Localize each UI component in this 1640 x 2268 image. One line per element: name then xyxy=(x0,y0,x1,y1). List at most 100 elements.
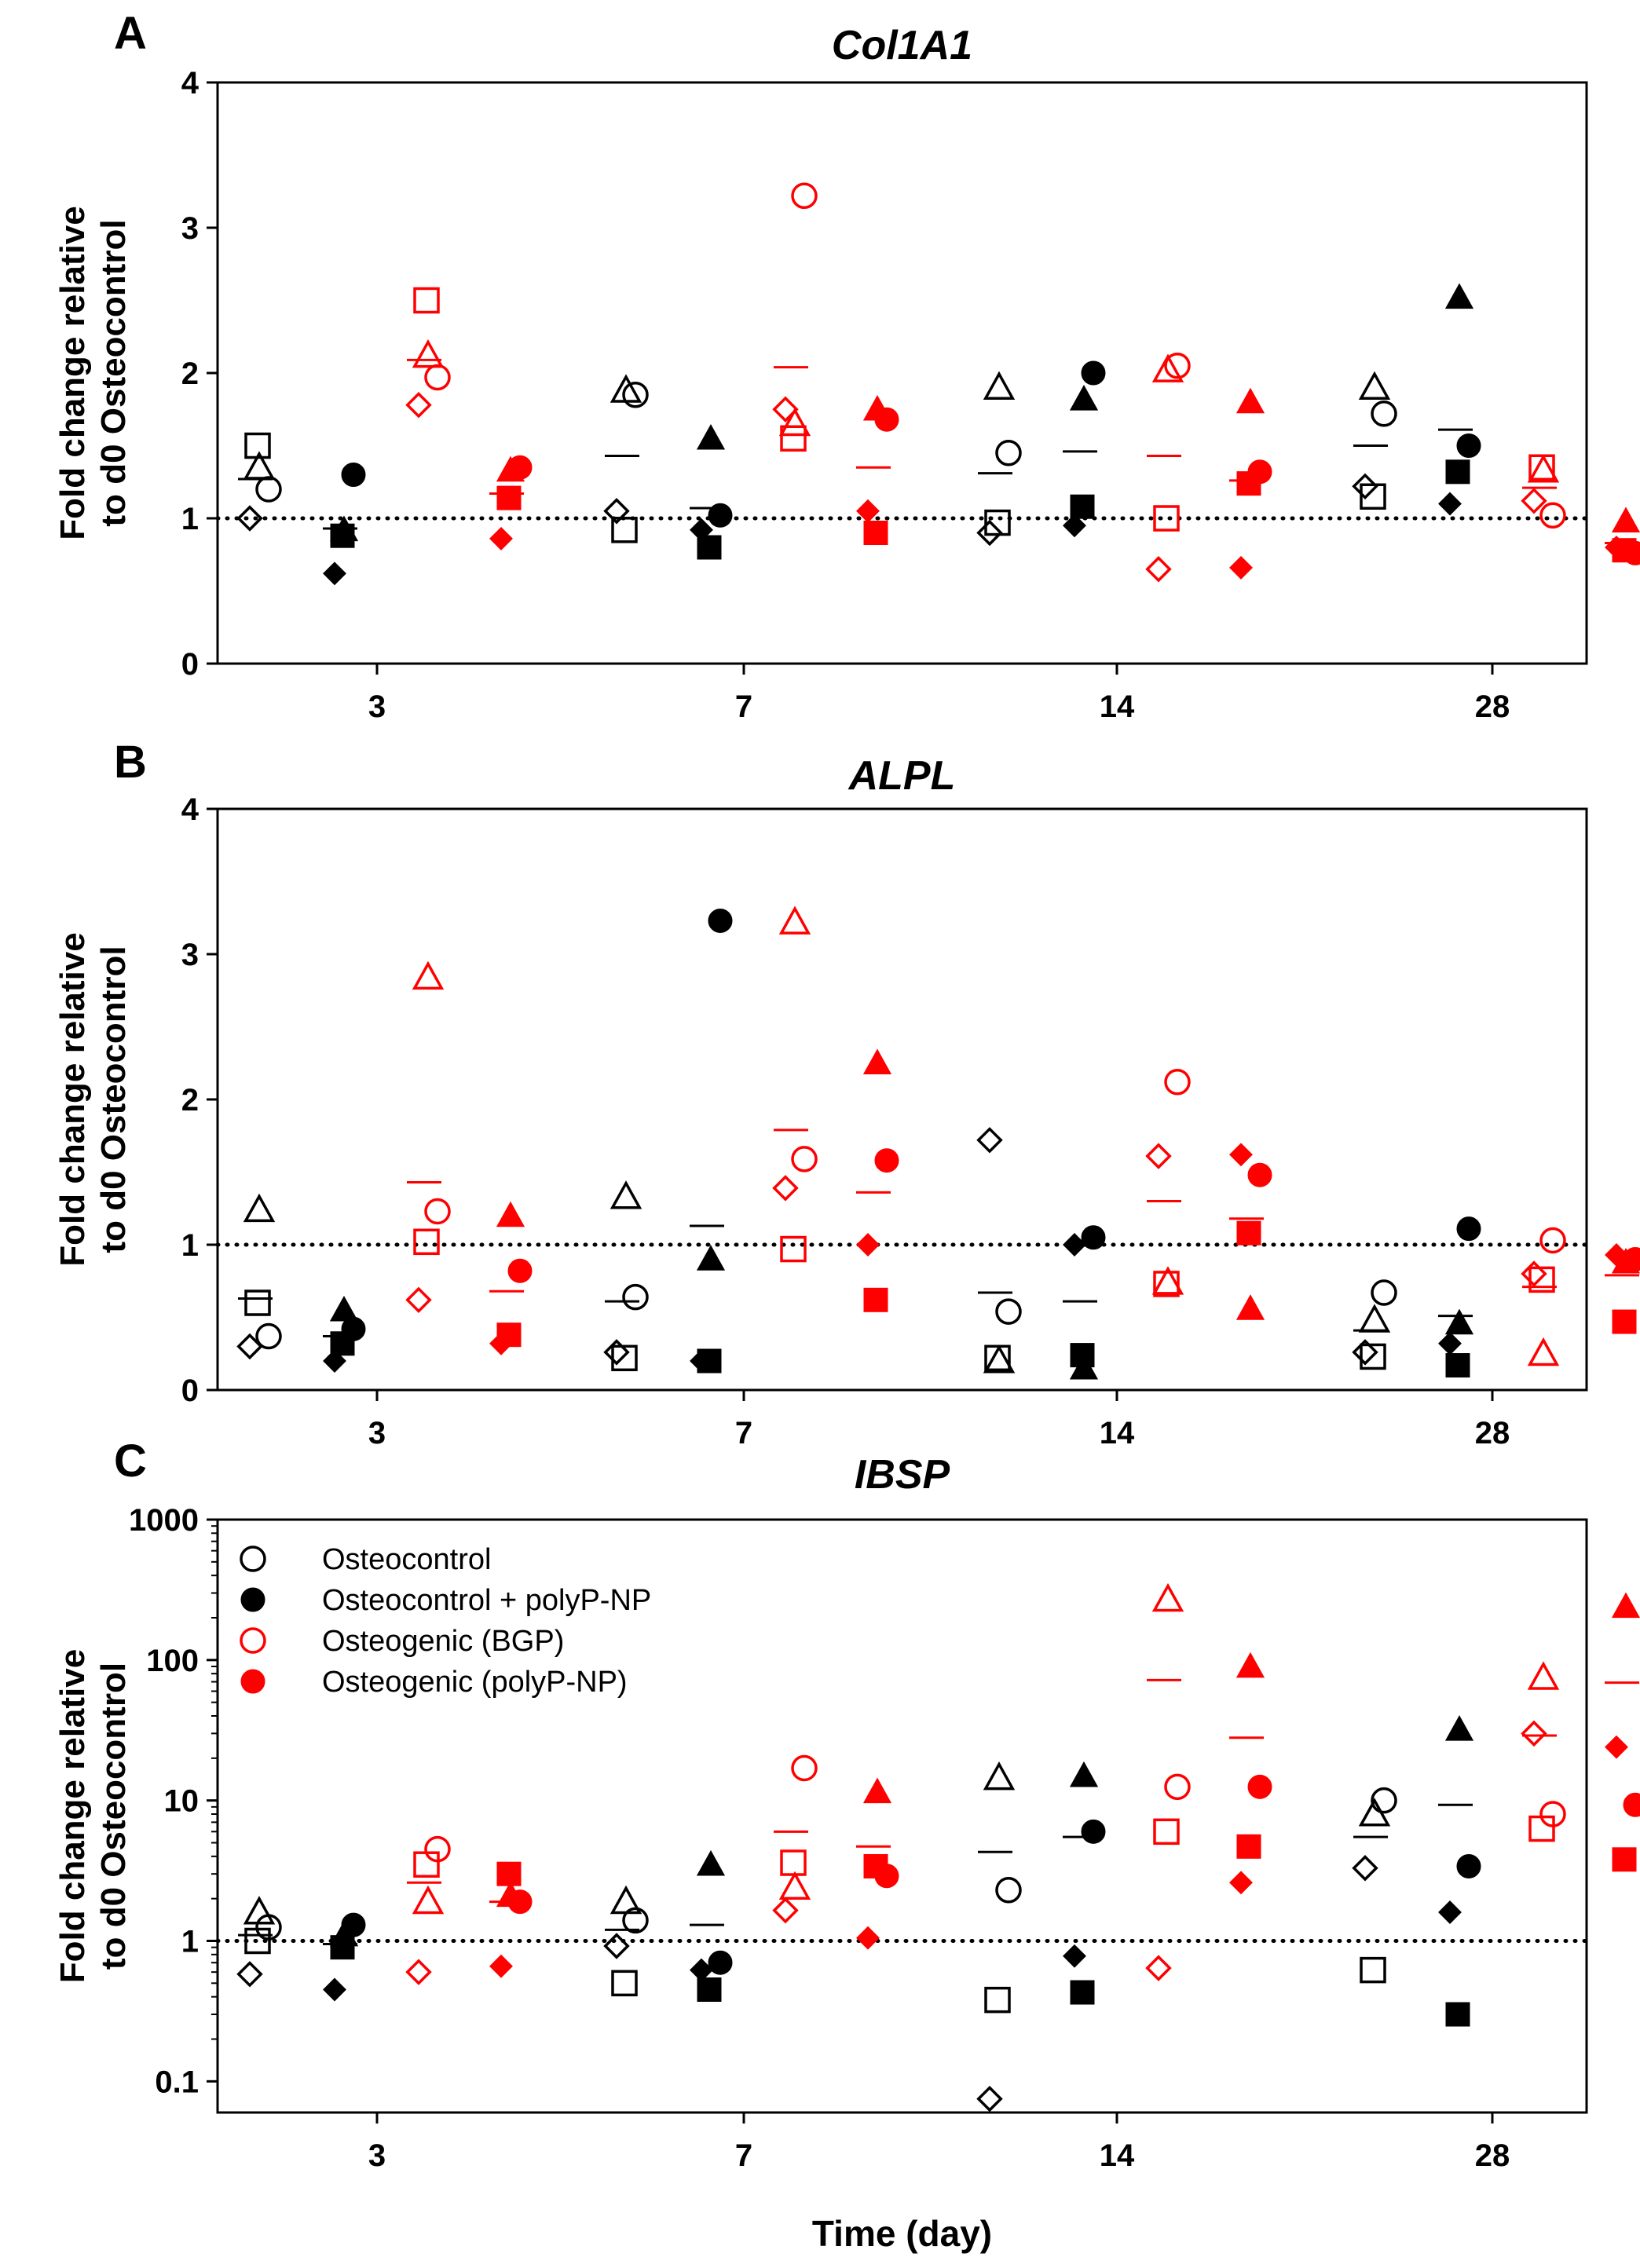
data-point xyxy=(1438,492,1462,516)
data-point xyxy=(772,1175,799,1202)
y-tick-label: 4 xyxy=(181,792,200,827)
data-point xyxy=(496,485,522,510)
data-point xyxy=(708,1950,733,1975)
x-tick-label: 7 xyxy=(735,1416,752,1450)
data-point xyxy=(405,1959,432,1985)
data-point xyxy=(1623,1247,1640,1271)
panel-letter: A xyxy=(114,8,147,59)
data-point xyxy=(1081,1225,1106,1250)
data-point xyxy=(489,526,513,551)
series-0 xyxy=(236,1761,1397,2113)
data-point xyxy=(863,1287,888,1312)
data-point xyxy=(697,1348,722,1374)
panel-a: A Col1A1 Fold change relative to d0 Osteoco… xyxy=(53,8,1640,724)
data-point xyxy=(1360,1343,1386,1370)
data-point xyxy=(984,1986,1011,2014)
data-point xyxy=(708,503,733,528)
data-point xyxy=(1521,1260,1547,1287)
data-point xyxy=(329,1295,359,1322)
y-axis-label: Fold change relative to d0 Osteocontrol xyxy=(53,206,133,540)
data-point xyxy=(1539,502,1566,529)
data-point xyxy=(424,364,451,391)
data-point xyxy=(976,519,1003,547)
y-axis-label: Fold change relative to d0 Osteocontrol xyxy=(53,1649,133,1983)
y-tick-label: 0 xyxy=(181,1374,199,1408)
data-point xyxy=(697,535,722,560)
data-point xyxy=(1360,483,1386,510)
data-point xyxy=(412,338,445,368)
x-tick-label: 7 xyxy=(735,2138,752,2173)
data-point xyxy=(1081,360,1106,386)
data-point xyxy=(696,1245,726,1271)
data-point xyxy=(1063,514,1086,538)
data-point xyxy=(496,1322,522,1348)
data-point xyxy=(1069,385,1099,411)
data-point xyxy=(791,1754,818,1782)
y-tick-label: 1 xyxy=(181,1924,199,1959)
data-point xyxy=(413,1851,440,1878)
data-point xyxy=(603,1933,630,1959)
data-point xyxy=(489,1954,513,1978)
data-point xyxy=(1605,1735,1628,1759)
data-point xyxy=(697,1977,722,2003)
data-point xyxy=(1229,1143,1253,1167)
data-point xyxy=(611,1344,638,1372)
panel-letter: B xyxy=(114,737,147,788)
y-tick-label: 10 xyxy=(164,1784,200,1819)
series-0 xyxy=(236,1127,1397,1374)
data-point xyxy=(1612,1847,1637,1872)
data-point xyxy=(323,1977,346,2002)
data-point xyxy=(863,1853,888,1878)
series-0 xyxy=(236,371,1397,547)
series-3 xyxy=(489,1048,1640,1355)
plot-frame xyxy=(216,1518,1588,2114)
data-point xyxy=(995,440,1022,466)
legend: Osteocontrol Osteocontrol + polyP-NP Osteo… xyxy=(240,1543,651,1699)
data-point xyxy=(1235,1652,1265,1678)
legend-label: Osteocontrol xyxy=(322,1543,491,1576)
data-point xyxy=(778,905,811,935)
data-point xyxy=(1371,401,1397,427)
series-1 xyxy=(323,1715,1481,2027)
data-point xyxy=(1153,1818,1180,1845)
data-point xyxy=(1153,505,1180,532)
series-2 xyxy=(405,182,1566,583)
data-point xyxy=(1527,1337,1560,1366)
data-point xyxy=(995,1877,1022,1904)
data-point xyxy=(1164,1773,1191,1801)
data-point xyxy=(1070,494,1095,519)
data-point xyxy=(1235,387,1265,414)
data-point xyxy=(1081,1819,1106,1844)
legend-label: Osteogenic (BGP) xyxy=(322,1625,564,1658)
chart-title: IBSP xyxy=(855,1452,950,1498)
y-tick-label: 3 xyxy=(181,938,199,972)
data-point xyxy=(1153,1271,1180,1297)
data-point xyxy=(405,391,432,419)
data-point xyxy=(1528,454,1555,481)
y-tick-label: 0 xyxy=(181,647,199,682)
x-tick-label: 7 xyxy=(735,690,752,724)
data-point xyxy=(791,1146,818,1172)
data-point xyxy=(1151,1266,1184,1295)
data-point xyxy=(1063,1944,1086,1968)
data-point xyxy=(791,182,818,210)
data-point xyxy=(244,432,271,459)
data-point xyxy=(244,1289,271,1316)
data-point xyxy=(1236,1834,1261,1859)
y-axis-label-line: Fold change relative xyxy=(53,932,92,1266)
data-point xyxy=(1145,1955,1172,1981)
data-point xyxy=(708,908,733,933)
data-point xyxy=(1444,283,1474,309)
data-point xyxy=(244,1927,271,1955)
data-point xyxy=(778,1871,811,1900)
data-point xyxy=(1151,1582,1184,1612)
y-axis-label-line: Fold change relative xyxy=(53,1649,92,1983)
data-point xyxy=(611,1970,638,1997)
x-tick-label: 14 xyxy=(1100,1416,1135,1450)
data-point xyxy=(1229,1871,1253,1895)
legend-marker xyxy=(240,1627,266,1654)
data-point xyxy=(243,1896,276,1925)
x-tick-label: 28 xyxy=(1475,1416,1510,1450)
data-point xyxy=(341,463,366,487)
y-axis-label-line: Fold change relative xyxy=(53,206,92,540)
